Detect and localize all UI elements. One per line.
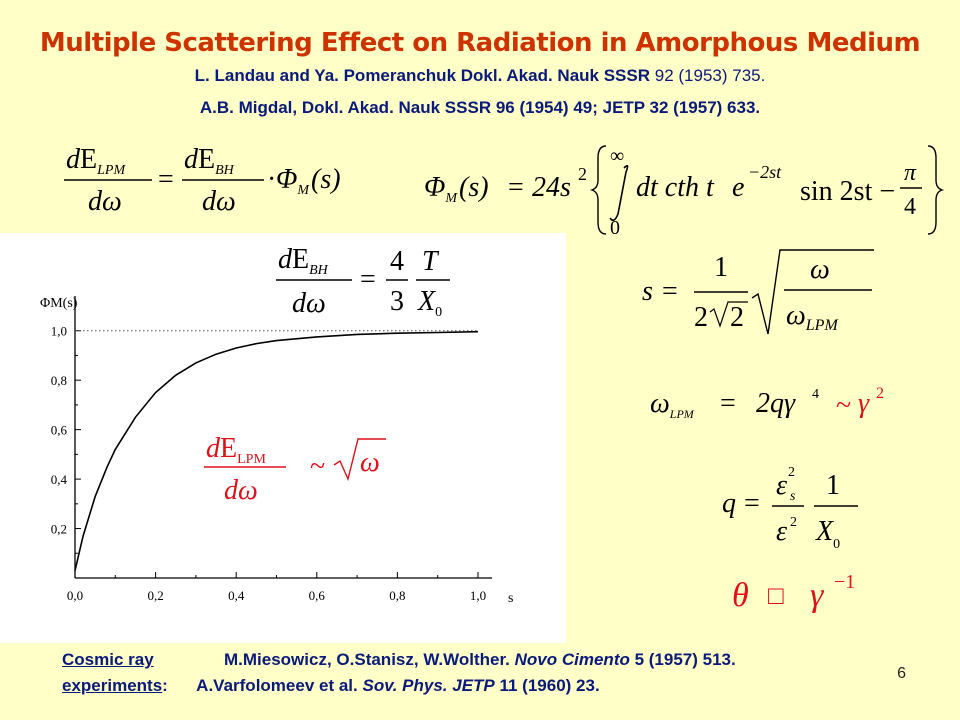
svg-text:2: 2 xyxy=(876,385,884,402)
svg-text:24s: 24s xyxy=(532,172,571,203)
svg-text:·: · xyxy=(267,164,276,195)
svg-text:dω: dω xyxy=(224,475,258,506)
svg-text:=: = xyxy=(662,276,678,307)
x-tick-label: 0,0 xyxy=(67,588,83,603)
svg-text:2: 2 xyxy=(788,465,795,480)
svg-text:=: = xyxy=(720,388,736,419)
phi-m-plot: 0,2 0,4 0,6 0,8 1,0 0,0 0,2 0,4 0,6 0,8 1,0 s ΦM(s) xyxy=(40,296,513,606)
svg-text:2: 2 xyxy=(578,164,587,184)
x-tick-label: 0,8 xyxy=(389,588,405,603)
svg-text:X0: X0 xyxy=(417,286,442,320)
svg-text:ΦM(s): ΦM(s) xyxy=(276,164,341,198)
svg-text:1: 1 xyxy=(826,470,840,501)
footer-line-2: experiments: A.Varfolomeev et al. Sov. Ph… xyxy=(62,676,600,696)
svg-text:ωLPM: ωLPM xyxy=(786,300,839,334)
x-tick-label: 0,2 xyxy=(147,588,163,603)
equation-theta-gamma: θ □ γ −1 xyxy=(732,571,855,614)
svg-text:sin 2st −: sin 2st − xyxy=(800,176,895,207)
equation-q-definition: q = ε 2 s ε 2 1 X0 xyxy=(722,465,858,552)
reference-landau-authors: L. Landau and Ya. Pomeranchuk Dokl. Akad… xyxy=(194,66,651,85)
svg-text:dELPM: dELPM xyxy=(66,144,126,178)
x-tick-label: 1,0 xyxy=(470,588,486,603)
x-axis-label: s xyxy=(508,591,513,606)
svg-text:~: ~ xyxy=(310,451,325,482)
reference-landau: L. Landau and Ya. Pomeranchuk Dokl. Akad… xyxy=(0,66,960,86)
svg-text:2qγ: 2qγ xyxy=(756,388,796,419)
svg-text:4: 4 xyxy=(904,194,916,220)
equation-lpm-sqrt-omega: dELPM dω ~ ω xyxy=(204,433,386,506)
equation-bethe-heitler: dEBH dω = 4 3 T X0 xyxy=(276,244,450,320)
svg-text:0: 0 xyxy=(610,217,620,239)
svg-text:ε: ε xyxy=(776,470,787,501)
svg-text:dω: dω xyxy=(202,186,236,217)
svg-text:2: 2 xyxy=(694,302,708,333)
experiments-link[interactable]: experiments xyxy=(62,676,163,695)
svg-text:dEBH: dEBH xyxy=(278,244,329,278)
svg-text:dω: dω xyxy=(292,288,326,319)
y-tick-label: 0,6 xyxy=(51,423,68,438)
svg-text:dω: dω xyxy=(88,186,122,217)
svg-text:~: ~ xyxy=(836,390,851,421)
svg-text:=: = xyxy=(158,164,174,195)
svg-text:ωLPM: ωLPM xyxy=(650,388,695,421)
svg-text:q: q xyxy=(722,488,736,519)
footer-ref-miesowicz: M.Miesowicz, O.Stanisz, W.Wolther. Novo … xyxy=(224,650,736,669)
svg-text:X0: X0 xyxy=(815,516,840,552)
svg-text:π: π xyxy=(904,160,917,186)
svg-text:ω: ω xyxy=(810,254,830,285)
svg-text:−2st: −2st xyxy=(748,162,782,182)
svg-text:4: 4 xyxy=(812,387,819,402)
svg-text:=: = xyxy=(360,264,376,295)
equation-omega-lpm: ωLPM = 2qγ 4 ~ γ 2 xyxy=(650,385,884,421)
svg-text:−1: −1 xyxy=(834,571,855,593)
svg-text:∞: ∞ xyxy=(610,145,624,167)
slide-title: Multiple Scattering Effect on Radiation … xyxy=(39,28,921,58)
svg-text:γ: γ xyxy=(810,577,825,614)
svg-text:ΦM(s): ΦM(s) xyxy=(424,172,489,206)
svg-text:1: 1 xyxy=(714,252,728,283)
y-tick-label: 0,2 xyxy=(51,522,67,537)
page-number: 6 xyxy=(897,665,906,682)
svg-text:=: = xyxy=(508,172,524,203)
y-tick-label: 1,0 xyxy=(51,324,67,339)
svg-text:T: T xyxy=(422,246,440,277)
x-tick-label: 0,6 xyxy=(309,588,326,603)
phi-m-curve xyxy=(74,330,479,571)
svg-text:dt cth t: dt cth t xyxy=(636,172,715,203)
svg-text:θ: θ xyxy=(732,577,749,614)
y-tick-label: 0,4 xyxy=(51,472,68,487)
footer-colon: : xyxy=(162,676,168,695)
footer-line-1: Cosmic ray M.Miesowicz, O.Stanisz, W.Wolt… xyxy=(62,650,736,670)
svg-text:4: 4 xyxy=(390,246,404,277)
svg-text:γ: γ xyxy=(858,388,870,419)
svg-text:ε: ε xyxy=(776,516,787,547)
y-tick-label: 0,8 xyxy=(51,373,67,388)
equation-phi-m: ΦM(s) = 24s 2 ∞ 0 dt cth t e −2st sin 2s… xyxy=(424,145,945,239)
svg-text:ω: ω xyxy=(360,447,380,478)
svg-text:dEBH: dEBH xyxy=(184,144,235,178)
svg-text:2: 2 xyxy=(790,515,797,530)
svg-text:s: s xyxy=(642,276,653,307)
reference-landau-tail: 92 (1953) 735. xyxy=(650,66,766,85)
svg-text:dELPM: dELPM xyxy=(206,433,266,467)
x-tick-label: 0,4 xyxy=(228,588,245,603)
svg-text:=: = xyxy=(744,488,760,519)
equation-s-definition: s = 1 2 2 ω ωLPM xyxy=(642,249,874,335)
cosmic-ray-link[interactable]: Cosmic ray xyxy=(62,650,154,669)
y-axis-label: ΦM(s) xyxy=(40,296,78,311)
footer-ref-varfolomeev: A.Varfolomeev et al. Sov. Phys. JETP 11 … xyxy=(196,676,600,695)
svg-text:2: 2 xyxy=(730,302,744,333)
svg-text:□: □ xyxy=(768,581,784,610)
equation-lpm-spectrum: dELPM dω = dEBH dω · ΦM(s) xyxy=(64,144,341,217)
plot-panel: 0,2 0,4 0,6 0,8 1,0 0,0 0,2 0,4 0,6 0,8 1,0 s ΦM(s) xyxy=(0,233,566,643)
reference-migdal: A.B. Migdal, Dokl. Akad. Nauk SSSR 96 (1… xyxy=(199,98,761,117)
svg-text:3: 3 xyxy=(390,286,404,317)
svg-text:s: s xyxy=(790,489,796,504)
svg-text:e: e xyxy=(732,172,744,203)
